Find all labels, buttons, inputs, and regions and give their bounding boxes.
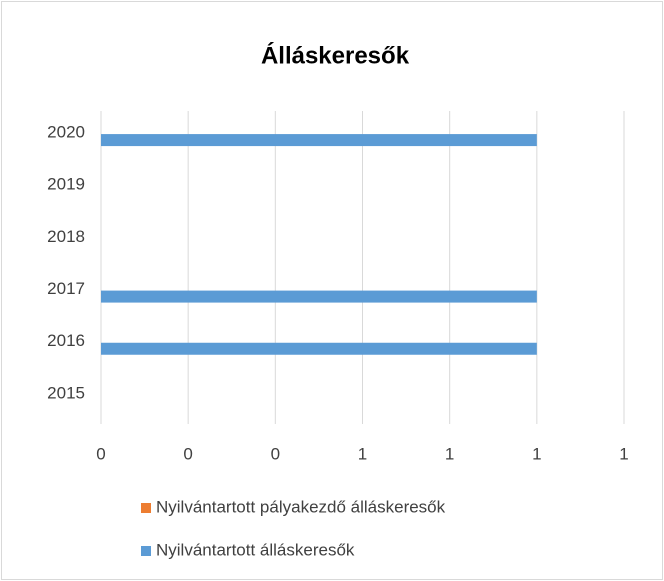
y-tick-label: 2018 [47, 227, 85, 246]
x-tick-label: 1 [619, 444, 628, 463]
x-tick-label: 1 [445, 444, 454, 463]
bar [101, 342, 537, 355]
legend-label: Nyilvántartott pályakezdő álláskeresők [156, 497, 446, 516]
y-tick-label: 2015 [47, 383, 85, 402]
x-tick-label: 0 [96, 444, 105, 463]
x-tick-label: 1 [358, 444, 367, 463]
y-tick-label: 2016 [47, 331, 85, 350]
y-tick-label: 2019 [47, 175, 85, 194]
y-tick-label: 2020 [47, 123, 85, 142]
legend-swatch [141, 503, 151, 513]
bar [101, 134, 537, 147]
y-tick-label: 2017 [47, 279, 85, 298]
x-tick-label: 0 [183, 444, 192, 463]
x-tick-label: 0 [271, 444, 280, 463]
chart-title: Álláskeresők [261, 41, 410, 69]
legend-swatch [141, 546, 151, 556]
legend-label: Nyilvántartott álláskeresők [156, 540, 355, 559]
x-tick-label: 1 [532, 444, 541, 463]
bar [101, 290, 537, 303]
